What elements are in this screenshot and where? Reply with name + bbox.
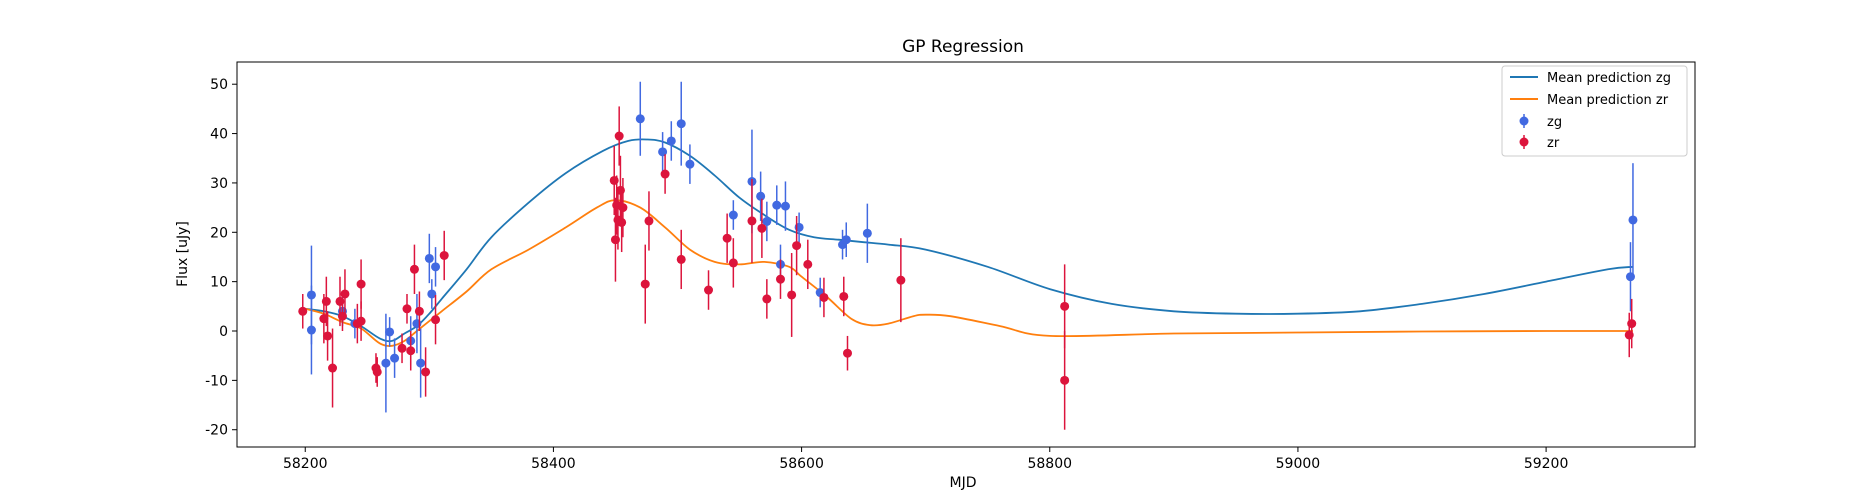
data-point-zr — [842, 348, 852, 358]
data-point-zg — [1628, 215, 1638, 225]
data-point-zg — [666, 136, 676, 146]
data-point-zr — [1060, 375, 1070, 385]
data-point-zr — [640, 279, 650, 289]
data-point-zr — [439, 250, 449, 260]
data-point-zr — [819, 292, 829, 302]
legend-label-zg-mean: Mean prediction zg — [1547, 71, 1671, 86]
data-point-zg — [381, 358, 391, 368]
data-point-zr — [431, 315, 441, 325]
y-tick-label: 10 — [210, 275, 228, 291]
data-point-zg — [635, 114, 645, 124]
data-point-zg — [416, 358, 426, 368]
observations — [298, 81, 1638, 430]
data-point-zr — [614, 131, 624, 141]
data-point-zr — [356, 279, 366, 289]
x-tick-label: 58800 — [1027, 456, 1072, 472]
y-tick-label: 40 — [210, 127, 228, 143]
data-point-zg — [762, 216, 772, 226]
data-point-zr — [298, 306, 308, 316]
x-tick-label: 59000 — [1276, 456, 1321, 472]
legend-label-zr-mean: Mean prediction zr — [1547, 93, 1669, 108]
y-tick-label: -10 — [205, 373, 228, 389]
y-tick-label: 50 — [210, 77, 228, 93]
data-point-zg — [424, 253, 434, 263]
series-zr — [298, 106, 1637, 430]
legend-marker-zg — [1519, 116, 1529, 126]
data-point-zr — [402, 304, 412, 314]
x-axis: 58200 58400 58600 58800 59000 59200 — [283, 447, 1568, 472]
y-axis: -20 -10 0 10 20 30 40 50 — [205, 77, 237, 439]
plot-frame — [236, 61, 1696, 448]
data-point-zg — [431, 262, 441, 272]
data-point-zr — [896, 275, 906, 285]
data-point-zr — [397, 343, 407, 353]
data-point-zr — [728, 258, 738, 268]
y-axis-label: Flux [uJy] — [175, 221, 191, 287]
data-point-zg — [385, 327, 395, 337]
data-point-zg — [676, 119, 686, 129]
data-point-zr — [328, 363, 338, 373]
data-point-zr — [406, 346, 416, 356]
data-point-zr — [372, 367, 382, 377]
legend-marker-zr — [1519, 137, 1529, 147]
data-point-zr — [1060, 301, 1070, 311]
data-point-zr — [618, 203, 628, 213]
y-tick-label: 20 — [210, 225, 228, 241]
data-point-zg — [841, 235, 851, 245]
data-point-zr — [676, 254, 686, 264]
y-tick-label: 0 — [219, 324, 228, 340]
chart-title: GP Regression — [902, 37, 1024, 57]
data-point-zr — [414, 306, 424, 316]
data-point-zr — [757, 223, 767, 233]
legend-box — [1501, 65, 1688, 157]
data-point-zr — [644, 216, 654, 226]
data-point-zr — [356, 316, 366, 326]
data-point-zr — [337, 311, 347, 321]
data-point-zr — [792, 241, 802, 251]
data-point-zg — [685, 159, 695, 169]
data-point-zg — [756, 191, 766, 201]
data-point-zg — [772, 200, 782, 210]
data-point-zr — [409, 264, 419, 274]
data-point-zg — [780, 201, 790, 211]
data-point-zg — [862, 228, 872, 238]
data-point-zr — [722, 233, 732, 243]
data-point-zr — [617, 217, 627, 227]
data-point-zr — [421, 367, 431, 377]
x-tick-label: 58400 — [531, 456, 576, 472]
x-axis-label: MJD — [950, 475, 977, 491]
y-tick-label: -20 — [205, 423, 228, 439]
data-point-zr — [323, 331, 333, 341]
data-point-zr — [321, 296, 331, 306]
legend-label-zr: zr — [1547, 136, 1560, 151]
plot-area — [298, 81, 1638, 430]
data-point-zr — [747, 216, 757, 226]
data-point-zg — [427, 289, 437, 299]
data-point-zr — [839, 291, 849, 301]
data-point-zr — [660, 169, 670, 179]
data-point-zr — [704, 285, 714, 295]
data-point-zr — [775, 274, 785, 284]
y-tick-label: 30 — [210, 176, 228, 192]
data-point-zr — [1627, 319, 1637, 329]
data-point-zg — [306, 325, 316, 335]
data-point-zg — [728, 210, 738, 220]
x-tick-label: 59200 — [1524, 456, 1569, 472]
data-point-zg — [658, 147, 668, 157]
legend: Mean prediction zg Mean prediction zr zg… — [1501, 65, 1688, 157]
data-point-zr — [762, 294, 772, 304]
x-tick-label: 58200 — [283, 456, 328, 472]
data-point-zg — [390, 353, 400, 363]
data-point-zr — [340, 289, 350, 299]
data-point-zr — [803, 259, 813, 269]
data-point-zr — [787, 290, 797, 300]
x-tick-label: 58600 — [779, 456, 824, 472]
legend-label-zg: zg — [1547, 115, 1562, 130]
